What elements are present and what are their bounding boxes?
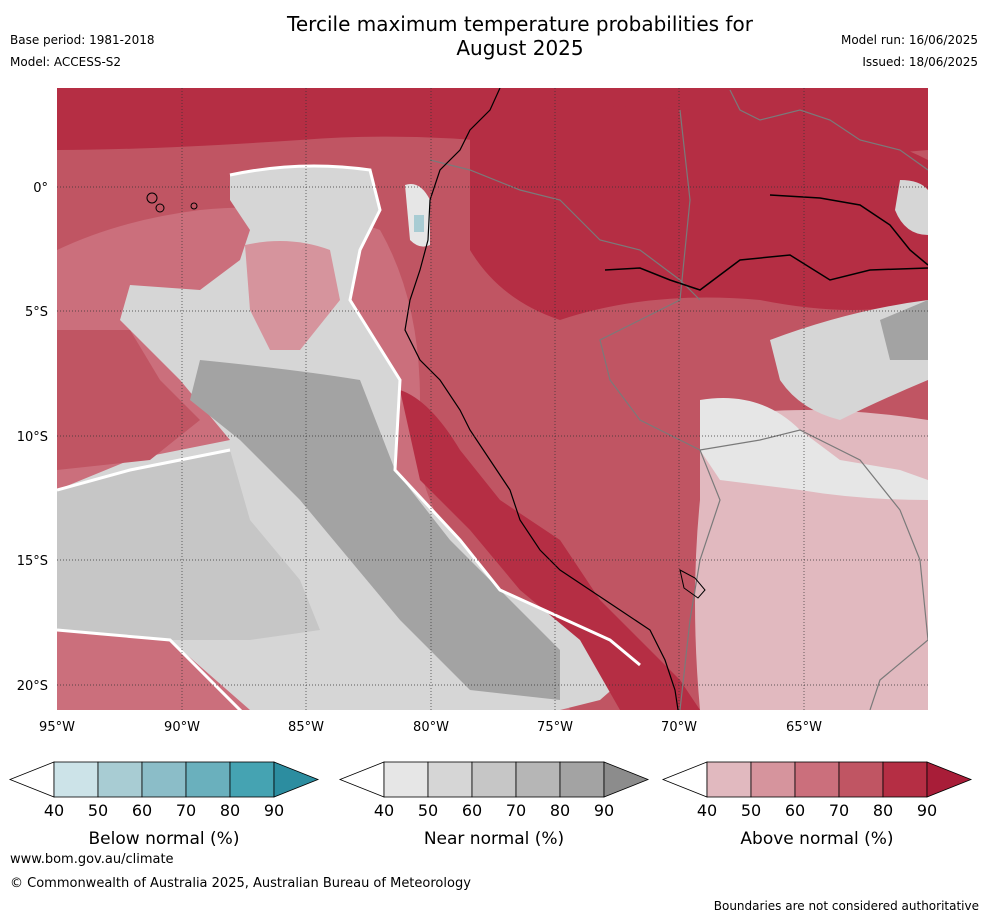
below-normal-legend-segment (53, 761, 99, 798)
galapagos-island-2 (155, 203, 165, 213)
base-period: Base period: 1981-2018 (10, 33, 155, 47)
model-name: Model: ACCESS-S2 (10, 55, 122, 69)
below-normal-legend-high-arrow (273, 761, 320, 798)
near-normal-legend-segment (515, 761, 561, 798)
lat-label-15s: 15°S (17, 554, 48, 569)
near-normal-70-region-west (57, 450, 320, 640)
lon-label-80w: 80°W (413, 720, 449, 735)
issued-date: Issued: 18/06/2025 (862, 55, 978, 69)
above-normal-legend-tick: 70 (829, 801, 849, 820)
near-normal-legend-low-arrow (338, 761, 385, 798)
below-normal-legend-segment (97, 761, 143, 798)
below-normal-patch (414, 215, 424, 232)
border-line-4 (729, 89, 928, 171)
lon-label-85w: 85°W (288, 720, 324, 735)
near-normal-legend-segment (559, 761, 605, 798)
near-normal-boundary-south (57, 628, 243, 710)
meta-left: Base period: 1981-2018 Model: ACCESS-S2 (10, 29, 155, 73)
lake-titicaca (679, 569, 706, 599)
below-normal-legend-tick: 40 (44, 801, 64, 820)
near-normal-boundary-west (57, 448, 231, 492)
above-normal-legend-segment (838, 761, 884, 798)
below-normal-legend-low-arrow (8, 761, 55, 798)
lon-label-70w: 70°W (661, 720, 697, 735)
lon-label-90w: 90°W (164, 720, 200, 735)
lat-axis-labels: 0° 5°S 10°S 15°S 20°S (17, 181, 48, 694)
above-normal-legend-segment (750, 761, 796, 798)
above-normal-legend-high-arrow (926, 761, 973, 798)
border-line-3 (699, 429, 928, 710)
lon-label-75w: 75°W (537, 720, 573, 735)
below-normal-legend-tick: 70 (176, 801, 196, 820)
lat-label-0: 0° (33, 181, 48, 196)
above-normal-legend-tick: 90 (917, 801, 937, 820)
border-line-1 (429, 159, 701, 301)
footer-copyright: © Commonwealth of Australia 2025, Austra… (10, 876, 471, 891)
below-normal-legend-tick: 90 (264, 801, 284, 820)
above-normal-legend-segment (706, 761, 752, 798)
below-normal-legend-segment (141, 761, 187, 798)
east-near-normal-80-patch (880, 300, 928, 360)
lat-label-10s: 10°S (17, 430, 48, 445)
below-normal-legend-label: Below normal (%) (89, 829, 240, 849)
river-line (604, 254, 928, 291)
above-normal-legend-tick: 40 (697, 801, 717, 820)
lat-label-20s: 20°S (17, 679, 48, 694)
near-normal-80-region (190, 360, 560, 700)
above-normal-legend-segment (882, 761, 928, 798)
gridlines (57, 88, 928, 710)
galapagos-island-3 (190, 202, 198, 210)
northeast-near-normal-patch (895, 180, 928, 235)
near-normal-legend-tick: 70 (506, 801, 526, 820)
below-normal-legend-tick: 80 (220, 801, 240, 820)
near-normal-legend-tick: 90 (594, 801, 614, 820)
below-normal-legend-segment (229, 761, 275, 798)
below-normal-legend-tick: 60 (132, 801, 152, 820)
near-normal-legend-tick: 40 (374, 801, 394, 820)
river-line-north (769, 194, 928, 266)
title-line-2: August 2025 (456, 36, 584, 60)
below-normal-legend: 40 50 60 70 80 90 Below normal (%) (8, 761, 320, 849)
near-normal-legend-segment (471, 761, 517, 798)
near-normal-legend-high-arrow (603, 761, 650, 798)
high-prob-region-east (470, 106, 928, 321)
lon-label-65w: 65°W (786, 720, 822, 735)
above-normal-legend-label: Above normal (%) (740, 829, 893, 849)
lon-label-95w: 95°W (39, 720, 75, 735)
title-line-1: Tercile maximum temperature probabilitie… (287, 12, 753, 36)
lat-label-5s: 5°S (25, 305, 48, 320)
near-normal-legend: 40 50 60 70 80 90 Near normal (%) (338, 761, 650, 849)
galapagos-island-1 (146, 192, 158, 204)
above-normal-legend-tick: 50 (741, 801, 761, 820)
above-normal-legend-tick: 60 (785, 801, 805, 820)
footer-website: www.bom.gov.au/climate (10, 852, 174, 867)
near-normal-legend-segment (427, 761, 473, 798)
near-normal-legend-segment (383, 761, 429, 798)
below-normal-legend-tick: 50 (88, 801, 108, 820)
meta-right: Model run: 16/06/2025 Issued: 18/06/2025 (841, 29, 978, 73)
above-normal-west-band (57, 330, 200, 470)
coastal-high-prob-band (400, 390, 700, 710)
near-normal-legend-tick: 50 (418, 801, 438, 820)
above-normal-legend-tick: 80 (873, 801, 893, 820)
lon-axis-labels: 95°W 90°W 85°W 80°W 75°W 70°W 65°W (39, 720, 822, 735)
model-run: Model run: 16/06/2025 (840, 33, 978, 47)
coastline (404, 88, 679, 710)
footer-disclaimer: Boundaries are not considered authoritat… (713, 899, 979, 913)
map-title: Tercile maximum temperature probabilitie… (220, 12, 820, 60)
above-normal-legend-segment (794, 761, 840, 798)
below-normal-legend-segment (185, 761, 231, 798)
near-normal-boundary-contour (229, 164, 641, 667)
legends: 40 50 60 70 80 90 Below normal (%) 40 50 60 70 80 90… (8, 761, 973, 849)
near-normal-legend-label: Near normal (%) (424, 829, 564, 849)
above-normal-pocket (245, 241, 340, 350)
above-normal-legend-low-arrow (661, 761, 708, 798)
above-normal-legend: 40 50 60 70 80 90 Above normal (%) (661, 761, 973, 849)
near-normal-legend-tick: 60 (462, 801, 482, 820)
near-normal-legend-tick: 80 (550, 801, 570, 820)
map-plot-area (57, 88, 928, 710)
